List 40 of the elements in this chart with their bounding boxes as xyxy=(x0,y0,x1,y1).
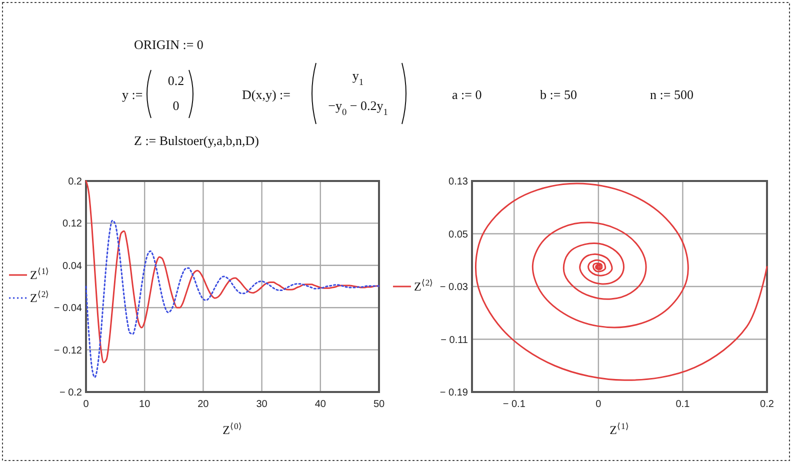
y-tick-label: − 0.04 xyxy=(54,303,82,314)
legend-label: Z$^{⟨1⟩}$ xyxy=(30,266,50,282)
x-tick-label: − 0.1 xyxy=(502,399,526,410)
x-tick-label: 30 xyxy=(256,399,268,410)
text: D(x,y) := xyxy=(242,87,290,102)
y-tick-label: − 0.03 xyxy=(440,282,468,293)
text: y$_{1}$ xyxy=(352,68,364,88)
x-axis-title: Z$^{⟨1⟩}$ xyxy=(610,421,630,437)
x-tick-label: 0.2 xyxy=(760,399,774,410)
y-tick-label: − 0.12 xyxy=(54,345,82,356)
line-series xyxy=(475,182,768,381)
text: Z := Bulstoer(y,a,b,n,D) xyxy=(134,133,259,148)
y-tick-label: 0.13 xyxy=(448,176,468,188)
x-tick-label: 0 xyxy=(83,399,90,410)
x-tick-label: 0.1 xyxy=(676,399,690,410)
x-tick-label: 10 xyxy=(139,399,151,410)
text: ORIGIN := 0 xyxy=(134,37,204,52)
x-tick-label: 20 xyxy=(198,399,210,410)
y-tick-label: 0.2 xyxy=(68,176,82,188)
text: a := 0 xyxy=(452,87,482,102)
y-tick-label: − 0.2 xyxy=(59,388,82,398)
legend-label: Z$^{⟨2⟩}$ xyxy=(30,289,50,306)
text: b := 50 xyxy=(540,87,577,102)
y-tick-label: 0.12 xyxy=(62,218,82,230)
y-tick-label: 0.04 xyxy=(62,260,82,272)
x-tick-label: 0 xyxy=(596,399,602,410)
text: 0 xyxy=(172,98,180,113)
text: y := xyxy=(122,87,143,102)
text: 0.2 xyxy=(168,73,184,88)
x-tick-label: 40 xyxy=(314,399,326,410)
text: n := 500 xyxy=(650,87,694,102)
line-series xyxy=(85,180,380,364)
y-tick-label: − 0.11 xyxy=(440,334,468,346)
y-tick-label: 0.05 xyxy=(448,229,468,240)
line-series xyxy=(85,220,380,378)
text: −y$_{0}$ − 0.2y$_{1}$ xyxy=(328,98,388,118)
x-axis-title: Z$^{⟨0⟩}$ xyxy=(222,421,242,437)
x-tick-label: 50 xyxy=(373,399,385,410)
legend-label: Z$^{⟨2⟩}$ xyxy=(414,278,434,294)
y-tick-label: − 0.19 xyxy=(440,388,468,398)
